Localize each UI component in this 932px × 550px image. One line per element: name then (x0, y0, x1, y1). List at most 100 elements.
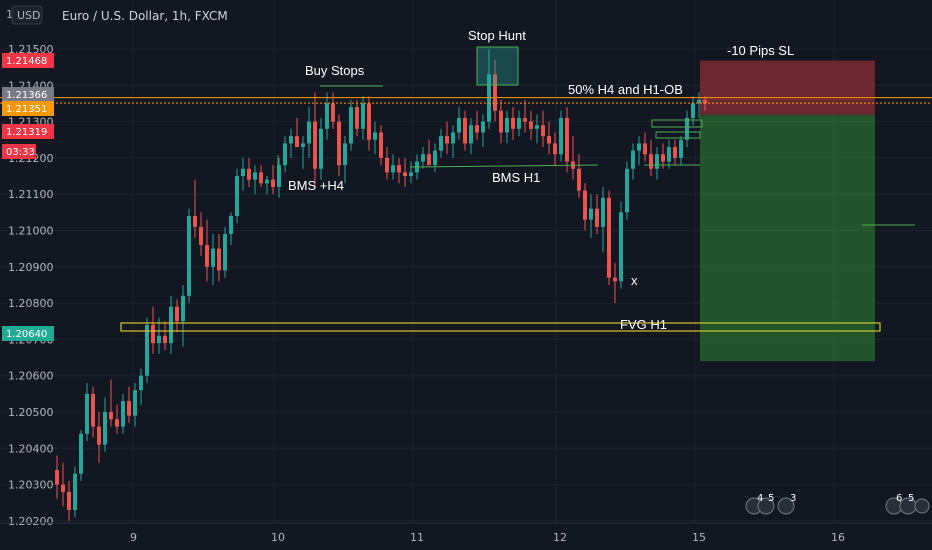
candle-body (457, 117, 461, 133)
candle-body (181, 295, 185, 322)
fvg-label: FVG H1 (620, 317, 667, 332)
stop-hunt-label: Stop Hunt (468, 28, 526, 43)
svg-text:1.21351: 1.21351 (6, 104, 47, 115)
candle-body (265, 179, 269, 184)
candle-body (361, 103, 365, 129)
candle-body (223, 234, 227, 271)
candle-body (127, 401, 131, 416)
candle-body (289, 136, 293, 144)
price-badge-entry: 1.21319 (2, 124, 54, 139)
symbol-title[interactable]: Euro / U.S. Dollar, 1h, FXCM (62, 9, 228, 23)
candle-body (475, 125, 479, 133)
time-axis[interactable]: 9 10 11 12 15 16 (0, 522, 932, 544)
low-x-mark: x (631, 273, 638, 288)
candle-body (349, 107, 353, 144)
candle-body (337, 121, 341, 166)
candle-body (307, 121, 311, 144)
price-badge-target: 1.20640 (2, 326, 54, 341)
candle-body (199, 226, 203, 246)
x-tick-label: 11 (410, 531, 424, 544)
drawings-layer (0, 46, 932, 332)
stop-hunt-box (476, 46, 519, 86)
candle-body (679, 139, 683, 158)
candle-body (61, 484, 65, 492)
y-tick-label: 1.20900 (8, 261, 54, 274)
candle-body (151, 324, 155, 344)
candle-body (535, 125, 539, 129)
candle-body (391, 165, 395, 173)
y-tick-label: 1.21500 (8, 43, 54, 56)
y-tick-label: 1.20200 (8, 515, 54, 528)
candle-body (103, 412, 107, 445)
candle-body (409, 172, 413, 177)
y-tick-label: 1.21100 (8, 188, 54, 201)
candle-body (385, 157, 389, 173)
candle-body (379, 132, 383, 158)
candle-body (373, 132, 377, 140)
candle-body (565, 117, 569, 162)
x-tick-label: 16 (831, 531, 845, 544)
candle-body (463, 117, 467, 144)
take-profit-zone (700, 114, 875, 362)
candle-body (157, 335, 161, 344)
candle-body (97, 426, 101, 445)
candle-body (133, 390, 137, 416)
event-markers-group-2[interactable]: 6 5 (885, 493, 930, 515)
candle-body (667, 147, 671, 162)
candle-body (451, 132, 455, 144)
currency-label: USD (17, 9, 41, 22)
candle-body (241, 168, 245, 177)
y-tick-label: 1.21000 (8, 225, 54, 238)
candle-body (295, 136, 299, 148)
y-tick-label: 1.20600 (8, 370, 54, 383)
candle-body (691, 103, 695, 118)
candle-body (613, 277, 617, 282)
candle-body (67, 491, 71, 511)
candle-body (91, 393, 95, 427)
candle-body (55, 470, 59, 485)
y-tick-label: 1.20500 (8, 406, 54, 419)
position-zones (700, 60, 875, 362)
candle-body (577, 168, 581, 191)
bms-h1-label: BMS H1 (492, 170, 540, 185)
candle-body (697, 99, 701, 104)
price-badge-stop-loss: 1.21468 (2, 53, 54, 68)
candle-body (661, 154, 665, 162)
candle-body (631, 150, 635, 169)
price-badge-bid: 1.21366 (2, 87, 54, 102)
candle-body (703, 99, 707, 104)
candle-body (259, 172, 263, 184)
candle-body (607, 197, 611, 278)
candle-body (343, 143, 347, 166)
candle-body (271, 179, 275, 187)
candle-body (619, 212, 623, 282)
candle-body (439, 136, 443, 151)
candle-body (403, 172, 407, 177)
candle-body (85, 393, 89, 434)
candle-body (253, 172, 257, 180)
candle-body (187, 215, 191, 296)
candle-body (229, 215, 233, 235)
candle-body (595, 208, 599, 227)
candle-body (445, 136, 449, 144)
candle-body (163, 335, 167, 344)
stop-loss-zone (700, 60, 875, 115)
candle-body (517, 117, 521, 129)
order-block-label: 50% H4 and H1-OB (568, 82, 683, 97)
candle-body (277, 165, 281, 187)
candle-body (283, 143, 287, 166)
y-tick-label: 1.20300 (8, 479, 54, 492)
candle-body (367, 103, 371, 140)
candle-body (523, 117, 527, 122)
candle-body (217, 248, 221, 271)
candle-body (469, 125, 473, 144)
candle-body (205, 245, 209, 267)
event-markers-group-1[interactable]: 4 5 3 (745, 493, 796, 515)
svg-text:1.21468: 1.21468 (6, 56, 47, 67)
currency-button[interactable] (11, 5, 43, 25)
candle-body (559, 117, 563, 155)
candle-body (193, 215, 197, 227)
